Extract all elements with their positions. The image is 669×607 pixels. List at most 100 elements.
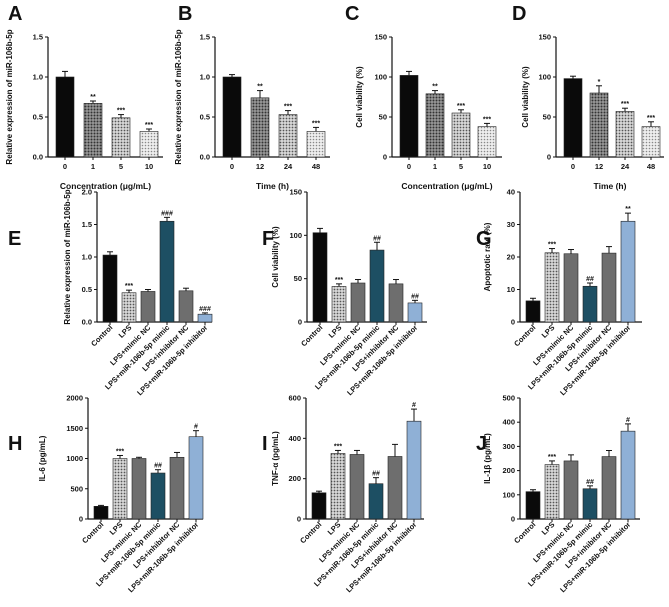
significance-label: *** [483,116,491,123]
bar [159,220,175,323]
y-axis-label: Cell viability (%) [355,66,364,128]
chart-panel-J: J 0 100 200 300 400 500 IL-1β (pg/mL) Control ***… [476,394,640,594]
significance-label: *** [335,277,343,284]
y-tick-label: 100 [538,73,551,82]
y-tick-label: 0.0 [82,318,92,327]
x-tick-label: 24 [284,162,293,171]
significance-label: *** [117,108,125,115]
significance-label: * [598,79,601,86]
bar [150,472,166,520]
x-tick-label: 5 [459,162,463,171]
significance-label: ### [161,210,173,217]
significance-label: *** [548,454,556,461]
y-tick-label: 2000 [66,394,83,403]
chart-panel-E: E 0.0 0.5 1.0 1.5 2.0 Relative expression of m… [8,188,213,397]
significance-label: *** [116,448,124,455]
bar [641,126,661,158]
y-tick-label: 10 [507,285,515,294]
significance-label: ## [411,293,419,300]
bar [188,436,204,520]
significance-label: *** [621,101,629,108]
y-axis-label: Cell viability (%) [271,226,280,288]
bar [525,300,541,323]
significance-label: ## [372,471,380,478]
bar [311,492,327,520]
bar [406,420,422,520]
chart-panel-B: B 0.0 0.5 1.0 1.5 Relative expression of miR-… [174,3,330,191]
y-axis-label: IL-1β (pg/mL) [483,433,492,484]
y-tick-label: 0 [383,153,387,162]
chart-panel-D: D 0 50 100 150 Cell viability (%) 0 * 12 *** 24 ***… [512,3,664,191]
y-axis-label: Relative expression of miR-106b-5p [5,29,14,164]
y-tick-label: 0 [79,515,83,524]
x-tick-label: 48 [647,162,655,171]
y-axis-label: IL-6 (pg/mL) [38,435,47,481]
y-tick-label: 400 [502,418,515,427]
y-tick-label: 40 [507,188,515,197]
bar [620,430,636,520]
bar [350,282,366,323]
bar [525,491,541,520]
bar [582,285,598,323]
bar [589,92,609,158]
y-tick-label: 1.0 [82,253,92,262]
y-tick-label: 100 [502,490,515,499]
panel-letter: E [8,228,21,250]
bar [178,290,194,323]
x-tick-label: 0 [63,162,67,171]
chart-panel-C: C 0 50 100 150 Cell viability (%) 0 ** 1 *** 5 *** 1… [345,3,502,191]
x-tick-label: Control [298,520,323,545]
significance-label: ### [199,306,211,313]
panel-letter: D [512,3,526,25]
y-tick-label: 0.0 [200,153,210,162]
y-tick-label: 50 [294,274,302,283]
y-axis-label: Relative expression of miR-106b-5p [63,189,72,324]
y-tick-label: 50 [379,113,387,122]
bar [331,286,347,323]
bar [102,254,118,323]
y-tick-label: 1.5 [82,220,92,229]
significance-label: *** [312,120,320,127]
y-tick-label: 1.0 [33,73,43,82]
significance-label: *** [647,115,655,122]
bar [93,505,109,520]
x-axis-label: Time (h) [256,181,289,191]
y-tick-label: 100 [289,231,302,240]
y-tick-label: 200 [288,474,301,483]
bar [140,291,156,323]
x-tick-label: Control [512,520,537,545]
y-tick-label: 50 [543,113,551,122]
y-tick-label: 1000 [66,454,83,463]
panel-letter: J [476,433,487,455]
x-tick-label: 12 [595,162,603,171]
significance-label: ** [90,94,96,101]
panel-letter: G [476,228,492,250]
y-tick-label: 0.5 [33,113,43,122]
y-tick-label: 400 [288,434,301,443]
y-tick-label: 500 [70,484,83,493]
bar [407,302,423,323]
panel-letter: A [8,3,22,25]
significance-label: *** [125,283,133,290]
bar [563,253,579,323]
y-axis-label: Apoptotic rate (%) [483,222,492,291]
y-tick-label: 150 [374,33,387,42]
x-tick-label: 5 [119,162,123,171]
bar [620,220,636,323]
x-tick-label: 1 [91,162,95,171]
bar [425,93,445,158]
bar [83,103,103,158]
bar [477,126,497,158]
bar [111,117,131,158]
bar [139,131,159,158]
y-tick-label: 0.0 [33,153,43,162]
y-tick-label: 0 [511,318,515,327]
significance-label: *** [334,443,342,450]
significance-label: *** [457,103,465,110]
bar [330,453,346,520]
y-tick-label: 1.5 [33,33,43,42]
y-tick-label: 2.0 [82,188,92,197]
